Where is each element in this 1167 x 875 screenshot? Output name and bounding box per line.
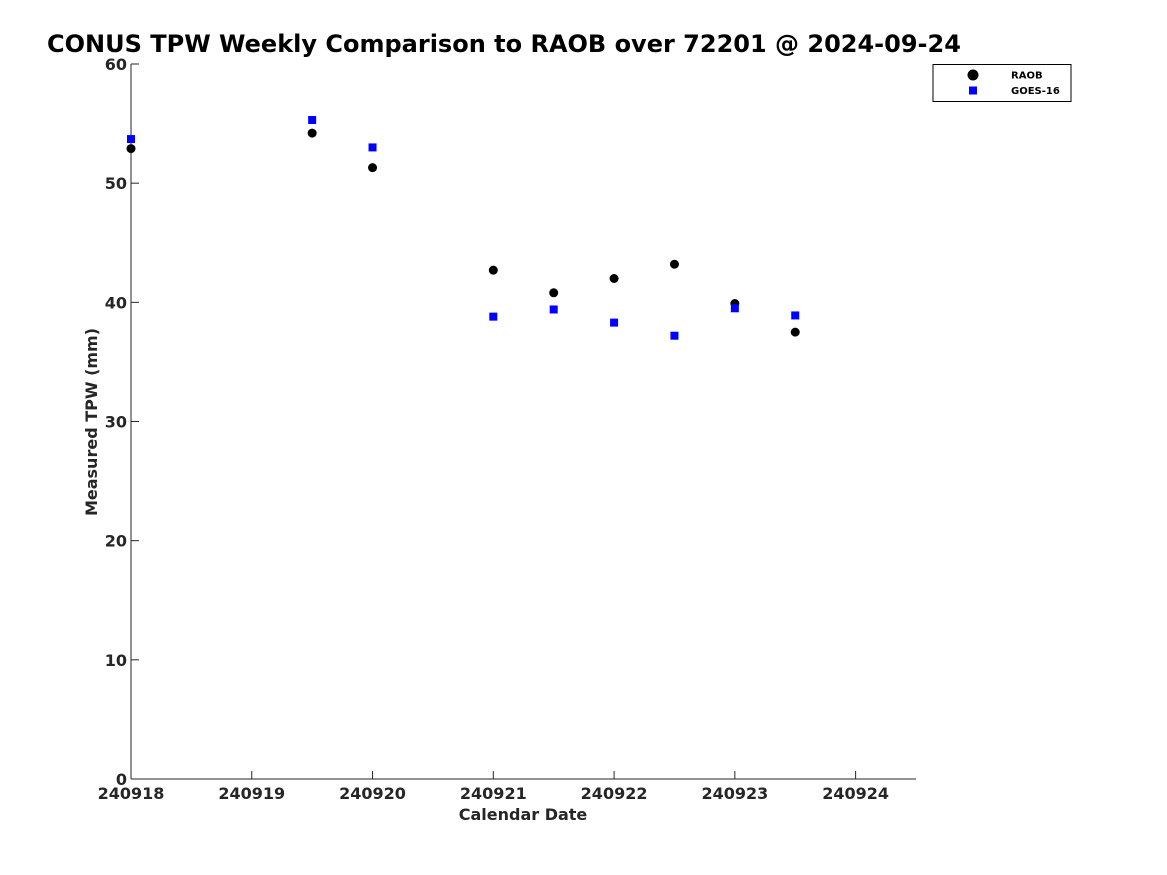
x-tick-label: 240918 (98, 784, 165, 803)
data-point (307, 128, 317, 138)
legend-label-raob: RAOB (1011, 71, 1043, 82)
x-tick-label: 240920 (339, 784, 406, 803)
data-point (126, 144, 136, 154)
data-point (610, 318, 619, 327)
y-tick-label: 40 (105, 293, 127, 312)
data-point (791, 311, 800, 320)
x-tick-label: 240919 (218, 784, 285, 803)
data-point (308, 116, 317, 125)
y-tick-label: 60 (105, 55, 127, 74)
data-point (368, 143, 377, 152)
legend-marker-goes16 (969, 86, 977, 95)
legend-label-goes16: GOES-16 (1011, 86, 1060, 97)
y-axis-label: Measured TPW (mm) (82, 328, 101, 516)
data-point (790, 327, 800, 337)
x-axis-ticks: 240918 240919 240920 240921 240922 240923 2409… (98, 771, 889, 803)
chart-title: CONUS TPW Weekly Comparison to RAOB over… (47, 30, 961, 58)
data-points (126, 116, 800, 340)
y-tick-label: 0 (116, 770, 127, 789)
x-tick-label: 240924 (822, 784, 889, 803)
data-point (609, 274, 619, 283)
y-tick-label: 20 (105, 532, 127, 551)
x-tick-label: 240922 (581, 784, 648, 803)
legend-box (932, 64, 1072, 102)
y-tick-label: 30 (105, 413, 127, 432)
data-point (730, 304, 739, 313)
data-point (368, 163, 378, 173)
legend: RAOB GOES-16 (932, 64, 1072, 102)
series-goes-16 (127, 116, 800, 340)
data-point (549, 288, 559, 298)
axes (130, 64, 916, 780)
x-axis-label: Calendar Date (459, 805, 588, 824)
y-tick-label: 10 (105, 651, 127, 670)
data-point (670, 331, 679, 340)
data-point (669, 259, 679, 269)
x-tick-label: 240923 (701, 784, 768, 803)
legend-marker-raob (967, 69, 979, 81)
data-point (488, 265, 498, 275)
series-raob (126, 128, 800, 337)
y-axis-ticks: 0 10 20 30 40 50 60 (105, 55, 139, 789)
data-point (127, 135, 135, 144)
data-point (549, 305, 558, 314)
data-point (489, 312, 498, 321)
y-tick-label: 50 (105, 174, 127, 193)
x-tick-label: 240921 (460, 784, 527, 803)
